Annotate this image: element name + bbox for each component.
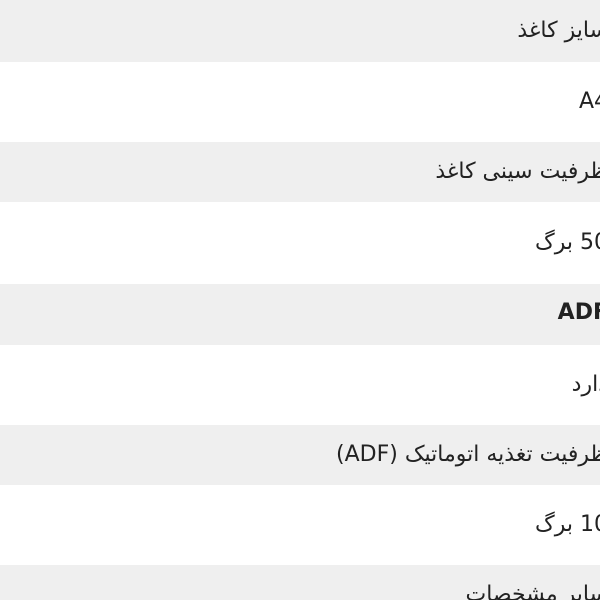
spec-label-tray-capacity: ظرفیت سینی کاغذ bbox=[435, 159, 600, 184]
spec-label-paper-size: سایز کاغذ bbox=[517, 18, 600, 43]
spec-value-tray-capacity: 50 برگ bbox=[535, 230, 600, 255]
spec-value-adf-capacity: 10 برگ bbox=[535, 512, 600, 537]
spec-value-adf: دارد bbox=[571, 372, 600, 397]
spec-value-row: A4 bbox=[0, 62, 600, 142]
spec-value-row: 10 برگ bbox=[0, 485, 600, 565]
spec-label-other: سایر مشخصات bbox=[465, 582, 600, 600]
spec-label-row: ظرفیت تغذیه اتوماتیک (ADF) bbox=[0, 425, 600, 485]
spec-label-adf: ADF bbox=[557, 300, 600, 325]
spec-label-row: ADF bbox=[0, 284, 600, 345]
spec-value-row: دارد bbox=[0, 345, 600, 425]
spec-value-paper-size: A4 bbox=[578, 89, 600, 114]
spec-value-row: 50 برگ bbox=[0, 202, 600, 284]
spec-label-row: سایز کاغذ bbox=[0, 0, 600, 62]
spec-label-row: ظرفیت سینی کاغذ bbox=[0, 142, 600, 202]
spec-label-row: سایر مشخصات bbox=[0, 565, 600, 600]
spec-label-adf-capacity: ظرفیت تغذیه اتوماتیک (ADF) bbox=[336, 442, 600, 467]
